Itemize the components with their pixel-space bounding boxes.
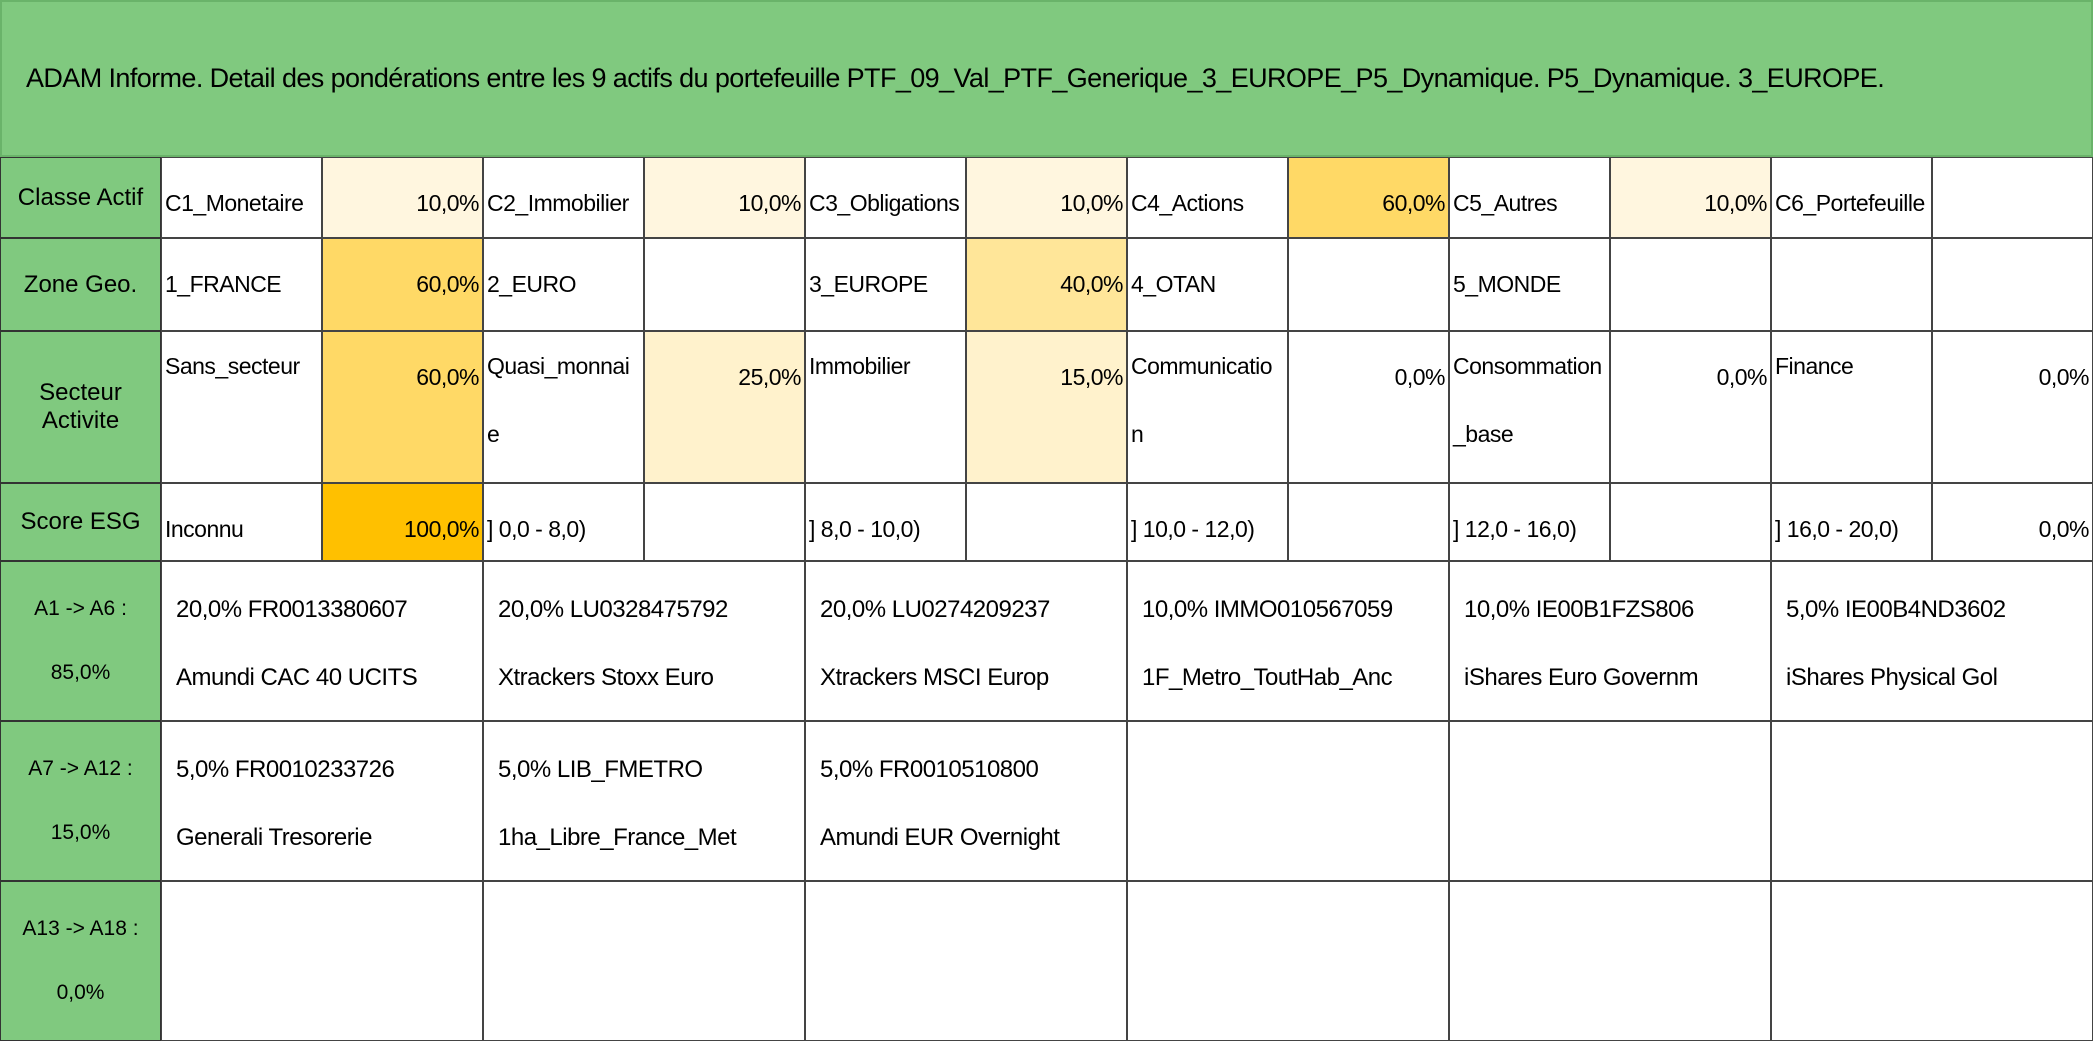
attribute-name: C1_Monetaire [161, 157, 322, 238]
attribute-value [644, 238, 805, 331]
asset-name: Xtrackers MSCI Europ [820, 664, 1049, 691]
asset-cell: 20,0% FR0013380607 Amundi CAC 40 UCITS [161, 561, 483, 721]
asset-cell: 20,0% LU0328475792 Xtrackers Stoxx Euro [483, 561, 805, 721]
attribute-value [1610, 238, 1771, 331]
asset-weight-code: 5,0% FR0010233726 [176, 756, 395, 783]
attribute-value: 0,0% [1288, 331, 1449, 483]
attribute-value: 0,0% [1610, 331, 1771, 483]
asset-weight-code: 20,0% LU0328475792 [498, 596, 728, 623]
asset-weight-code: 10,0% IMMO010567059 [1142, 596, 1393, 623]
attribute-name: 1_FRANCE [161, 238, 322, 331]
attribute-value [966, 483, 1127, 561]
attribute-value: 60,0% [322, 331, 483, 483]
asset-cell: 5,0% LIB_FMETRO 1ha_Libre_France_Met [483, 721, 805, 881]
attribute-value: 10,0% [644, 157, 805, 238]
attribute-name: ] 0,0 - 8,0) [483, 483, 644, 561]
attribute-name: C3_Obligations [805, 157, 966, 238]
attribute-value [644, 483, 805, 561]
asset-row-total: 0,0% [56, 981, 105, 1004]
asset-weight-code: 5,0% FR0010510800 [820, 756, 1039, 783]
asset-cell: 5,0% IE00B4ND3602 iShares Physical Gol [1771, 561, 2093, 721]
asset-cell [1127, 881, 1449, 1041]
attribute-name: C2_Immobilier [483, 157, 644, 238]
asset-cell [1127, 721, 1449, 881]
asset-weight-code: 20,0% FR0013380607 [176, 596, 408, 623]
asset-cell: 20,0% LU0274209237 Xtrackers MSCI Europ [805, 561, 1127, 721]
asset-row-total: 15,0% [50, 821, 111, 844]
title: ADAM Informe. Detail des pondérations en… [0, 0, 2093, 157]
asset-row-range: A13 -> A18 : [22, 917, 139, 940]
attribute-value: 60,0% [1288, 157, 1449, 238]
attribute-name: Consommation_base [1449, 331, 1610, 483]
attribute-value: 0,0% [1932, 483, 2093, 561]
asset-name: 1ha_Libre_France_Met [498, 824, 737, 851]
attribute-name: C5_Autres [1449, 157, 1610, 238]
asset-cell: 5,0% FR0010233726 Generali Tresorerie [161, 721, 483, 881]
asset-row-range: A7 -> A12 : [28, 757, 133, 780]
attribute-name: 2_EURO [483, 238, 644, 331]
attribute-value [1288, 483, 1449, 561]
row-label: Classe Actif [0, 157, 161, 238]
asset-name: iShares Euro Governm [1464, 664, 1699, 691]
attribute-value [1932, 157, 2093, 238]
attribute-name: C4_Actions [1127, 157, 1288, 238]
asset-cell [805, 881, 1127, 1041]
attribute-name: Immobilier [805, 331, 966, 483]
asset-cell [1449, 721, 1771, 881]
asset-cell [1771, 721, 2093, 881]
asset-name: Xtrackers Stoxx Euro [498, 664, 714, 691]
asset-weight-code: 5,0% IE00B4ND3602 [1786, 596, 2006, 623]
asset-cell: 10,0% IE00B1FZS806 iShares Euro Governm [1449, 561, 1771, 721]
attribute-name: 3_EUROPE [805, 238, 966, 331]
attribute-name: ] 12,0 - 16,0) [1449, 483, 1610, 561]
row-label: Secteur Activite [0, 331, 161, 483]
attribute-name: Quasi_monnaie [483, 331, 644, 483]
attribute-name: Communication [1127, 331, 1288, 483]
asset-weight-code: 10,0% IE00B1FZS806 [1464, 596, 1694, 623]
attribute-value: 60,0% [322, 238, 483, 331]
attribute-value: 0,0% [1932, 331, 2093, 483]
asset-name: Generali Tresorerie [176, 824, 372, 851]
asset-row-label: A7 -> A12 : 15,0% [0, 721, 161, 881]
asset-name: Amundi EUR Overnight [820, 824, 1060, 851]
asset-cell [1771, 881, 2093, 1041]
asset-cell [1449, 881, 1771, 1041]
asset-row-label: A13 -> A18 : 0,0% [0, 881, 161, 1041]
attribute-value [1932, 238, 2093, 331]
attribute-value: 10,0% [966, 157, 1127, 238]
attribute-value: 10,0% [1610, 157, 1771, 238]
asset-name: Amundi CAC 40 UCITS [176, 664, 418, 691]
attribute-value: 100,0% [322, 483, 483, 561]
attribute-value: 25,0% [644, 331, 805, 483]
attribute-value [1610, 483, 1771, 561]
attribute-name: C6_Portefeuille [1771, 157, 1932, 238]
attribute-name: Inconnu [161, 483, 322, 561]
attribute-value: 15,0% [966, 331, 1127, 483]
asset-weight-code: 5,0% LIB_FMETRO [498, 756, 703, 783]
attribute-name [1771, 238, 1932, 331]
attribute-name: ] 16,0 - 20,0) [1771, 483, 1932, 561]
attribute-name: 5_MONDE [1449, 238, 1610, 331]
asset-row-label: A1 -> A6 : 85,0% [0, 561, 161, 721]
attribute-name: ] 10,0 - 12,0) [1127, 483, 1288, 561]
asset-row-total: 85,0% [50, 661, 111, 684]
asset-cell [161, 881, 483, 1041]
attribute-value: 40,0% [966, 238, 1127, 331]
row-label: Zone Geo. [0, 238, 161, 331]
asset-weight-code: 20,0% LU0274209237 [820, 596, 1050, 623]
attribute-name: 4_OTAN [1127, 238, 1288, 331]
attribute-value [1288, 238, 1449, 331]
asset-cell: 10,0% IMMO010567059 1F_Metro_ToutHab_Anc [1127, 561, 1449, 721]
asset-row-range: A1 -> A6 : [34, 597, 127, 620]
asset-cell [483, 881, 805, 1041]
asset-name: 1F_Metro_ToutHab_Anc [1142, 664, 1393, 691]
attribute-value: 10,0% [322, 157, 483, 238]
asset-cell: 5,0% FR0010510800 Amundi EUR Overnight [805, 721, 1127, 881]
attribute-name: Sans_secteur [161, 331, 322, 483]
asset-name: iShares Physical Gol [1786, 664, 1998, 691]
row-label: Score ESG [0, 483, 161, 561]
attribute-name: Finance [1771, 331, 1932, 483]
attribute-name: ] 8,0 - 10,0) [805, 483, 966, 561]
